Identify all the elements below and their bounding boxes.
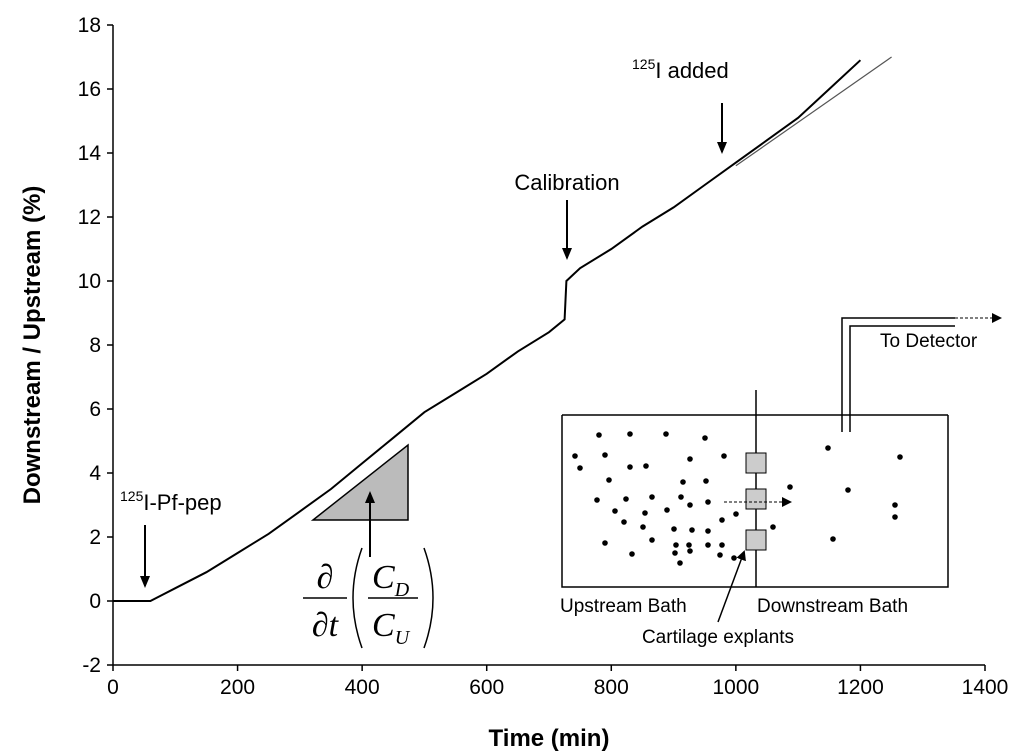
particle — [892, 502, 898, 508]
inset-label: To Detector — [880, 331, 978, 352]
formula-bottom: CU — [372, 607, 411, 649]
particle — [703, 478, 709, 484]
x-tick-label: 1200 — [837, 676, 884, 699]
particle — [717, 552, 723, 558]
x-axis-label: Time (min) — [489, 725, 610, 752]
particle — [594, 497, 600, 503]
particle — [689, 527, 695, 533]
particle — [572, 453, 578, 459]
particle — [731, 555, 737, 561]
particle — [719, 517, 725, 523]
particle — [627, 464, 633, 470]
particle — [643, 463, 649, 469]
formula: ∂ ∂t CD CU — [303, 547, 434, 649]
y-tick-label: 10 — [78, 270, 101, 293]
particle — [787, 484, 793, 490]
inset-diagram: To Detector Upstream Bath Downstream Bat… — [560, 313, 1002, 648]
data-line — [113, 59, 862, 602]
x-tick-label: 1400 — [962, 676, 1009, 699]
particle — [830, 536, 836, 542]
particle — [640, 524, 646, 530]
y-tick-label: -2 — [82, 654, 101, 677]
particle — [825, 445, 831, 451]
y-tick-label: 12 — [78, 206, 101, 229]
particle — [686, 542, 692, 548]
particle — [678, 494, 684, 500]
x-tick-label: 800 — [594, 676, 629, 699]
x-tick-label: 400 — [345, 676, 380, 699]
particle — [845, 487, 851, 493]
x-tick-label: 200 — [220, 676, 255, 699]
particle — [721, 453, 727, 459]
particle — [602, 452, 608, 458]
particle — [705, 528, 711, 534]
particle — [672, 550, 678, 556]
particle — [687, 548, 693, 554]
particle — [649, 537, 655, 543]
y-tick-label: 2 — [89, 526, 101, 549]
particle — [664, 507, 670, 513]
particle — [719, 542, 725, 548]
particle — [612, 508, 618, 514]
particle — [897, 454, 903, 460]
inset-label: Upstream Bath — [560, 596, 687, 617]
y-axis-label: Downstream / Upstream (%) — [19, 186, 46, 505]
particle — [663, 431, 669, 437]
particle — [577, 465, 583, 471]
particle — [733, 511, 739, 517]
particle — [892, 514, 898, 520]
x-tick-label: 0 — [107, 676, 119, 699]
formula-denominator: ∂t — [312, 607, 340, 644]
slope-triangle — [310, 443, 409, 521]
formula-top: CD — [372, 559, 410, 601]
formula-numerator: ∂ — [317, 559, 334, 596]
particle — [702, 435, 708, 441]
particle — [649, 494, 655, 500]
fit-line — [735, 56, 892, 167]
y-tick-label: 8 — [89, 334, 101, 357]
inset-label: Downstream Bath — [757, 596, 908, 617]
particle — [673, 542, 679, 548]
x-tick-label: 600 — [469, 676, 504, 699]
particle — [770, 524, 776, 530]
particle — [687, 456, 693, 462]
particle — [705, 499, 711, 505]
particle — [642, 510, 648, 516]
particle — [677, 560, 683, 566]
particle — [687, 502, 693, 508]
y-tick-label: 0 — [89, 590, 101, 613]
particle — [602, 540, 608, 546]
inset-label: Cartilage explants — [642, 627, 794, 648]
annotation: 125I-Pf-pep — [120, 488, 222, 515]
particle — [680, 479, 686, 485]
particle — [606, 477, 612, 483]
y-tick-label: 16 — [78, 78, 101, 101]
particle — [596, 432, 602, 438]
particle — [623, 496, 629, 502]
x-tick-label: 1000 — [712, 676, 759, 699]
y-tick-label: 14 — [78, 142, 102, 165]
y-tick-label: 4 — [89, 462, 101, 485]
y-tick-label: 18 — [78, 14, 101, 37]
particle — [705, 542, 711, 548]
particle — [621, 519, 627, 525]
annotation: Calibration — [514, 170, 619, 195]
particle — [627, 431, 633, 437]
particle — [629, 551, 635, 557]
y-tick-label: 6 — [89, 398, 101, 421]
annotation: 125I added — [632, 56, 729, 83]
particle — [671, 526, 677, 532]
